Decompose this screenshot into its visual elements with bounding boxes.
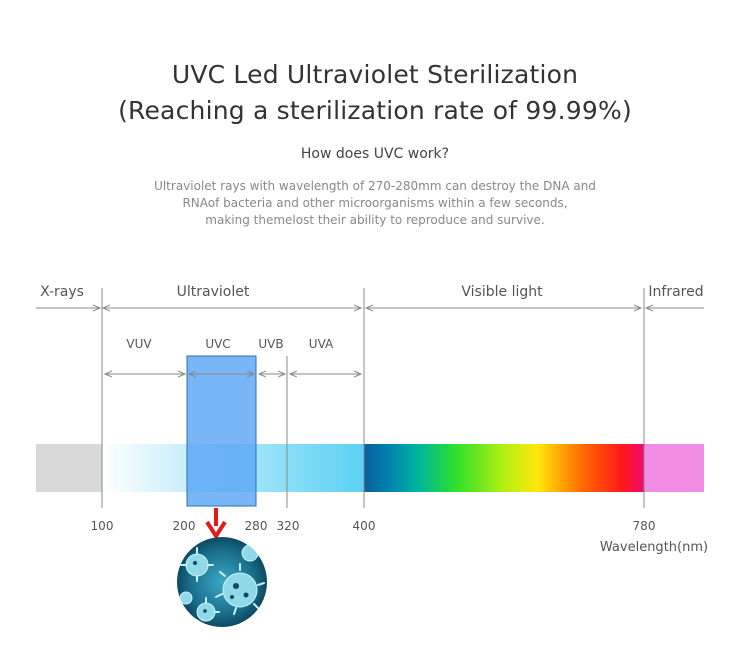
region-label-infrared: Infrared [648, 284, 703, 300]
title-line-1: UVC Led Ultraviolet Sterilization [171, 60, 579, 89]
tick-label-400: 400 [353, 519, 376, 533]
arrow-down-icon [205, 508, 227, 540]
infrared-band [644, 444, 704, 492]
region-label-xrays: X-rays [40, 284, 84, 300]
tick-label-320: 320 [277, 519, 300, 533]
tick-label-280: 280 [245, 519, 268, 533]
subtitle: How does UVC work? [300, 146, 450, 162]
band-label-uvc: UVC [205, 337, 230, 351]
tick-label-200: 200 [173, 519, 196, 533]
band-label-uva: UVA [309, 337, 334, 351]
description-line-1: Ultraviolet rays with wavelength of 270-… [154, 179, 596, 193]
divider-lines [101, 288, 645, 508]
tick-label-780: 780 [633, 519, 656, 533]
description: Ultraviolet rays with wavelength of 270-… [0, 178, 750, 229]
region-label-visible: Visible light [461, 284, 543, 300]
title-line-2: (Reaching a sterilization rate of 99.99%… [118, 96, 632, 125]
band-label-uvb: UVB [258, 337, 283, 351]
uvc-highlight [186, 355, 257, 507]
axis-label: Wavelength(nm) [600, 540, 708, 555]
band-label-vuv: VUV [126, 337, 152, 351]
virus-icon [177, 537, 267, 627]
description-line-2: RNAof bacteria and other microorganisms … [182, 196, 568, 210]
description-line-3: making themelost their ability to reprod… [205, 213, 545, 227]
visible-band [364, 444, 644, 492]
tick-label-100: 100 [91, 519, 114, 533]
xray-band [36, 444, 102, 492]
region-label-ultraviolet: Ultraviolet [177, 284, 250, 300]
